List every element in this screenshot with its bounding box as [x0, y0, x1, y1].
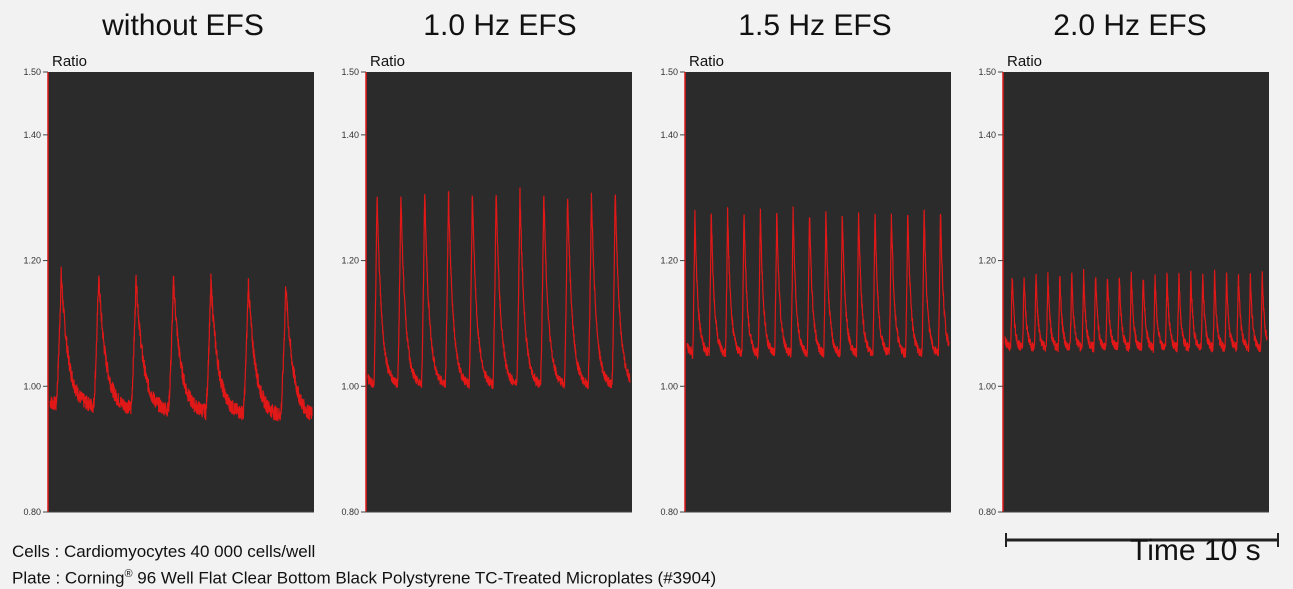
panel-title-2-0-hz: 2.0 Hz EFS [1053, 9, 1207, 42]
plate-note-suffix: 96 Well Flat Clear Bottom Black Polystyr… [132, 568, 717, 588]
chart-svg: Ratio 1.50 1.40 1.20 1.00 0.80 [341, 53, 632, 517]
panel-title-without-efs: without EFS [102, 9, 264, 42]
plot-area [1003, 72, 1269, 512]
y-tick-label: 1.20 [978, 256, 996, 266]
y-tick-label: 1.40 [660, 130, 678, 140]
chart-panel-2-0-hz: Ratio 1.50 1.40 1.20 1.00 0.80 [973, 50, 1273, 525]
y-tick-label: 0.80 [978, 507, 996, 517]
chart-svg: Ratio 1.50 1.40 1.20 1.00 0.80 [23, 53, 314, 517]
y-tick-label: 1.00 [978, 381, 996, 391]
plate-note: Plate : Corning® 96 Well Flat Clear Bott… [12, 564, 716, 589]
y-tick-label: 1.40 [978, 130, 996, 140]
chart-panel-1-5-hz: Ratio 1.50 1.40 1.20 1.00 0.80 [655, 50, 955, 525]
y-tick-label: 0.80 [660, 507, 678, 517]
panel-title-1-5-hz: 1.5 Hz EFS [738, 9, 892, 42]
y-tick-label: 0.80 [341, 507, 359, 517]
plate-note-prefix: Plate : Corning [12, 568, 125, 588]
ratio-trace [367, 187, 631, 390]
chart-panel-without-efs: Ratio 1.50 1.40 1.20 1.00 0.80 [18, 50, 318, 525]
time-scale-bar [1005, 533, 1279, 547]
plot-area [48, 72, 314, 512]
y-tick-label: 1.40 [23, 130, 41, 140]
chart-svg: Ratio 1.50 1.40 1.20 1.00 0.80 [978, 53, 1269, 517]
y-tick-label: 1.50 [341, 67, 359, 77]
chart-svg: Ratio 1.50 1.40 1.20 1.00 0.80 [660, 53, 951, 517]
y-tick-label: 1.20 [23, 256, 41, 266]
y-tick-label: 1.50 [660, 67, 678, 77]
y-axis-label: Ratio [52, 53, 87, 70]
cells-note: Cells : Cardiomyocytes 40 000 cells/well [12, 542, 316, 561]
y-tick-label: 0.80 [23, 507, 41, 517]
y-tick-label: 1.00 [660, 381, 678, 391]
panel-title-1-0-hz: 1.0 Hz EFS [423, 9, 577, 42]
y-tick-label: 1.20 [341, 256, 359, 266]
y-axis-label: Ratio [1007, 53, 1042, 70]
chart-panel-1-0-hz: Ratio 1.50 1.40 1.20 1.00 0.80 [336, 50, 636, 525]
y-tick-label: 1.20 [660, 256, 678, 266]
y-axis-label: Ratio [370, 53, 405, 70]
registered-mark: ® [124, 568, 133, 580]
y-axis-label: Ratio [689, 53, 724, 70]
y-tick-label: 1.00 [341, 381, 359, 391]
ratio-trace [49, 266, 313, 422]
y-tick-label: 1.50 [23, 67, 41, 77]
y-tick-label: 1.40 [341, 130, 359, 140]
y-tick-label: 1.50 [978, 67, 996, 77]
y-tick-label: 1.00 [23, 381, 41, 391]
ratio-trace [1004, 268, 1268, 353]
ratio-trace [686, 206, 950, 361]
time-scale-label: Time 10 s [1130, 534, 1261, 567]
